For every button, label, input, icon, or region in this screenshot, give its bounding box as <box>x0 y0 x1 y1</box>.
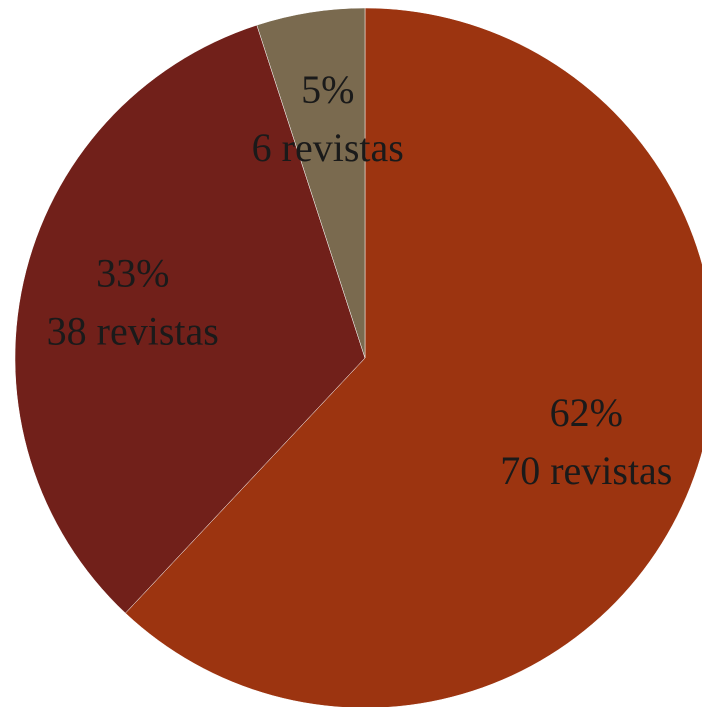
pie-slice <box>125 7 702 707</box>
pie-slice <box>256 7 366 359</box>
count-label: 70 revistas <box>500 448 672 493</box>
percent-label: 62% <box>550 390 623 435</box>
pie-slice <box>14 24 366 614</box>
count-label: 6 revistas <box>252 125 404 170</box>
percent-label: 33% <box>96 250 169 295</box>
count-label: 38 revistas <box>47 308 219 353</box>
percent-label: 5% <box>301 67 354 112</box>
